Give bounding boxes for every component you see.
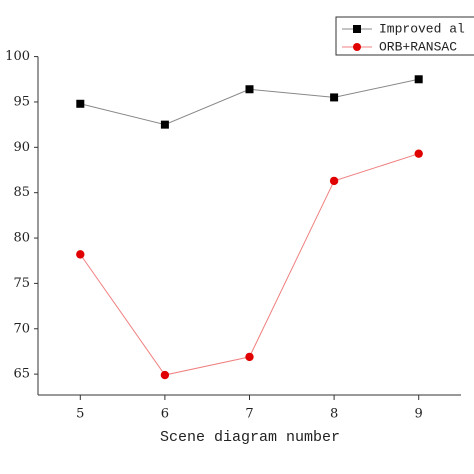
marker [414, 75, 423, 84]
x-tick-label: 6 [161, 407, 169, 422]
x-axis-label: Scene diagram number [160, 429, 340, 446]
series-line [79, 153, 419, 376]
legend-marker [353, 43, 361, 51]
legend-label: ORB+RANSAC [379, 39, 457, 54]
x-tick-label: 5 [76, 407, 84, 422]
y-tick-label: 75 [13, 276, 30, 291]
x-tick-label: 9 [415, 407, 423, 422]
y-tick-label: 65 [13, 367, 30, 382]
x-tick-label: 8 [330, 407, 338, 422]
marker [76, 250, 85, 259]
y-tick-label: 85 [13, 185, 30, 200]
y-tick-label: 80 [13, 231, 30, 246]
marker [329, 176, 339, 186]
marker [245, 85, 254, 94]
marker [330, 93, 339, 102]
marker [76, 99, 85, 108]
x-tick-label: 7 [245, 407, 253, 422]
y-tick-label: 90 [13, 140, 30, 155]
marker [414, 149, 423, 158]
marker [245, 352, 254, 362]
marker [160, 120, 169, 129]
legend-marker [353, 25, 361, 33]
legend-label: Improved al [379, 21, 465, 36]
y-tick-label: 70 [13, 321, 30, 336]
marker [160, 370, 170, 380]
y-tick-label: 95 [13, 94, 30, 109]
y-tick-label: 100 [5, 49, 30, 64]
